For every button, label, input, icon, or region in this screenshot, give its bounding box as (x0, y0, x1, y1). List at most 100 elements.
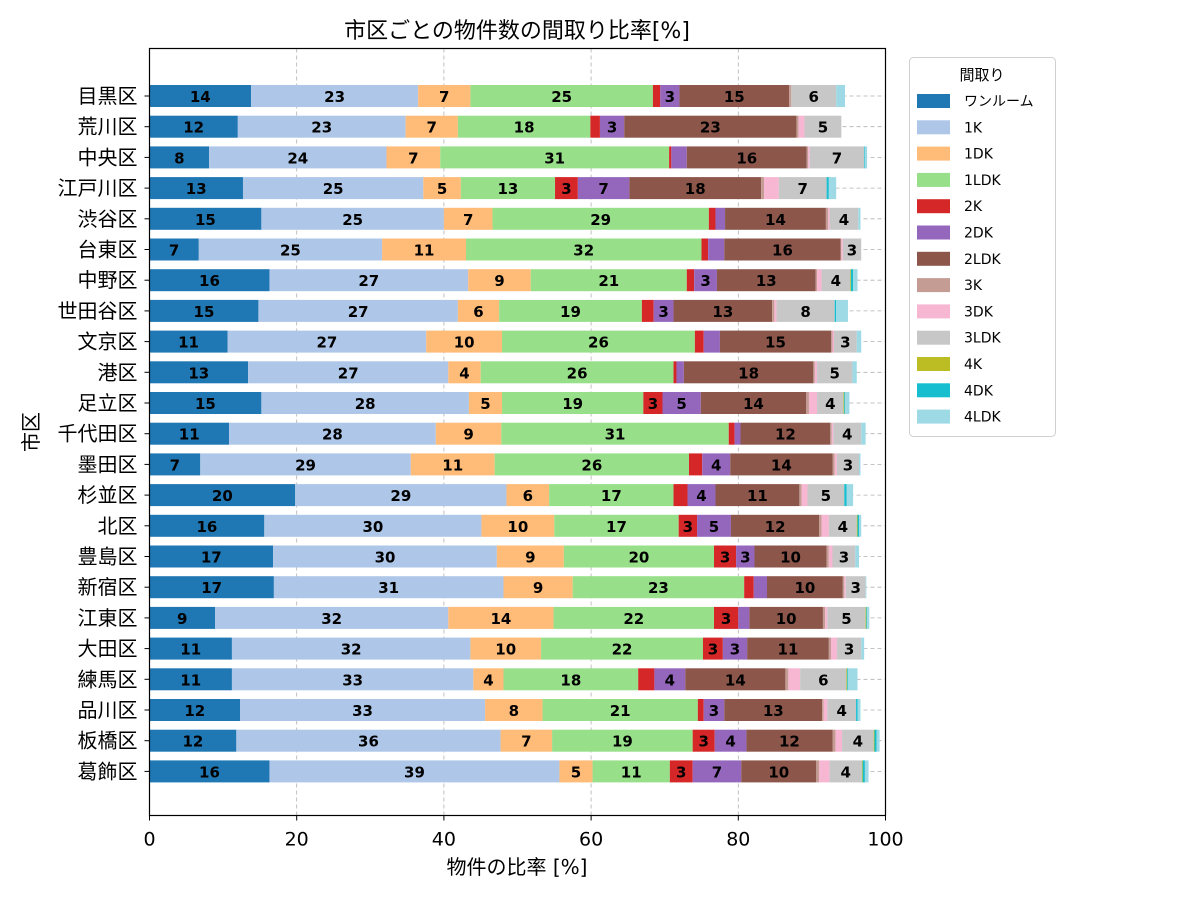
bar-segment (470, 85, 653, 107)
bar-value-label: 5 (676, 395, 686, 413)
bar-segment (857, 514, 860, 537)
legend-label: 4DK (964, 383, 994, 399)
bar-value-label: 32 (321, 610, 342, 628)
bar-segment (817, 269, 822, 292)
bar-value-label: 10 (780, 549, 801, 567)
bar-segment (149, 453, 201, 476)
legend-swatch (917, 304, 950, 319)
bar-segment (815, 269, 818, 292)
bar-value-label: 3 (676, 763, 686, 781)
y-tick-label: 江戸川区 (58, 176, 138, 200)
bar-value-label: 3 (700, 272, 710, 290)
bar-value-label: 4 (825, 395, 835, 413)
bar-segment (832, 545, 856, 568)
bar-value-label: 9 (525, 549, 535, 567)
bar-value-label: 22 (612, 641, 633, 659)
bars-layer (149, 85, 880, 783)
bar-value-label: 3 (840, 334, 850, 352)
bar-value-label: 15 (724, 88, 745, 106)
bar-segment (788, 668, 801, 691)
bar-segment (673, 361, 677, 384)
bar-segment (828, 514, 857, 537)
x-tick-label: 60 (579, 829, 603, 851)
bar-segment (457, 299, 500, 322)
bar-value-label: 15 (195, 211, 216, 229)
bar-segment (828, 637, 832, 660)
bar-value-label: 4 (725, 733, 735, 751)
bar-segment (740, 422, 831, 445)
bar-segment (859, 514, 862, 537)
legend-label: ワンルーム (964, 94, 1034, 110)
bar-segment (789, 85, 792, 107)
bar-segment (774, 299, 777, 322)
bar-value-label: 9 (494, 272, 504, 290)
bar-segment (443, 207, 493, 230)
bar-segment (806, 392, 809, 414)
bar-segment (823, 699, 828, 721)
bar-segment (785, 668, 789, 691)
bar-segment (856, 514, 858, 537)
bar-value-label: 4 (459, 364, 469, 382)
bar-segment (149, 177, 243, 200)
bar-segment (426, 330, 503, 353)
bar-segment (686, 146, 807, 169)
bar-value-label: 24 (287, 149, 308, 167)
bar-segment (465, 238, 702, 261)
bar-segment (840, 238, 842, 261)
bar-value-label: 29 (295, 456, 316, 474)
bar-value-label: 4 (836, 702, 846, 720)
bar-value-label: 7 (598, 180, 608, 198)
bar-value-label: 30 (375, 549, 396, 567)
bar-value-label: 27 (358, 272, 379, 290)
bar-segment (405, 115, 458, 138)
legend-label: 4LDK (964, 410, 1001, 426)
bar-value-label: 19 (560, 303, 581, 321)
bar-segment (736, 545, 755, 568)
bar-segment (714, 729, 747, 752)
bar-segment (715, 207, 726, 230)
bar-segment (149, 729, 237, 752)
bar-value-label: 11 (747, 487, 768, 505)
bar-segment (228, 422, 436, 445)
bar-value-label: 3 (839, 549, 849, 567)
bar-value-label: 26 (588, 334, 609, 352)
bar-segment (867, 606, 870, 629)
bar-segment (423, 177, 461, 200)
bar-segment (468, 269, 531, 292)
bar-value-label: 11 (180, 671, 201, 689)
bar-segment (817, 392, 844, 414)
bar-value-label: 18 (738, 364, 759, 382)
bar-segment (807, 484, 845, 507)
bar-segment (836, 85, 846, 107)
bar-segment (590, 115, 600, 138)
bar-segment (676, 361, 684, 384)
bar-segment (530, 269, 687, 292)
legend-swatch (917, 172, 950, 187)
bar-value-label: 4 (853, 733, 863, 751)
y-tick-label: 千代田区 (58, 422, 138, 446)
bar-segment (738, 606, 750, 629)
bar-value-label: 10 (776, 610, 797, 628)
x-axis-ticks: 0 20 40 60 80 100 (143, 815, 904, 851)
legend-swatch (917, 199, 950, 214)
y-tick-label: 新宿区 (78, 575, 138, 599)
y-tick-label: 品川区 (78, 698, 138, 722)
y-tick-label: 杉並区 (78, 483, 138, 507)
bar-segment (708, 207, 716, 230)
bar-segment (813, 361, 815, 384)
bar-value-label: 10 (454, 334, 475, 352)
bar-value-label: 4 (665, 671, 675, 689)
bar-value-label: 17 (201, 549, 222, 567)
bar-segment (703, 699, 725, 721)
bar-segment (273, 576, 504, 599)
bar-segment (149, 422, 229, 445)
bar-value-label: 4 (711, 456, 721, 474)
bar-segment (559, 760, 593, 783)
bar-segment (817, 361, 853, 384)
bar-value-label: 7 (170, 456, 180, 474)
bar-segment (761, 177, 765, 200)
bar-value-label: 9 (463, 426, 473, 444)
legend-swatch (917, 94, 950, 108)
bar-segment (800, 668, 847, 691)
legend-label: 2K (964, 199, 983, 215)
